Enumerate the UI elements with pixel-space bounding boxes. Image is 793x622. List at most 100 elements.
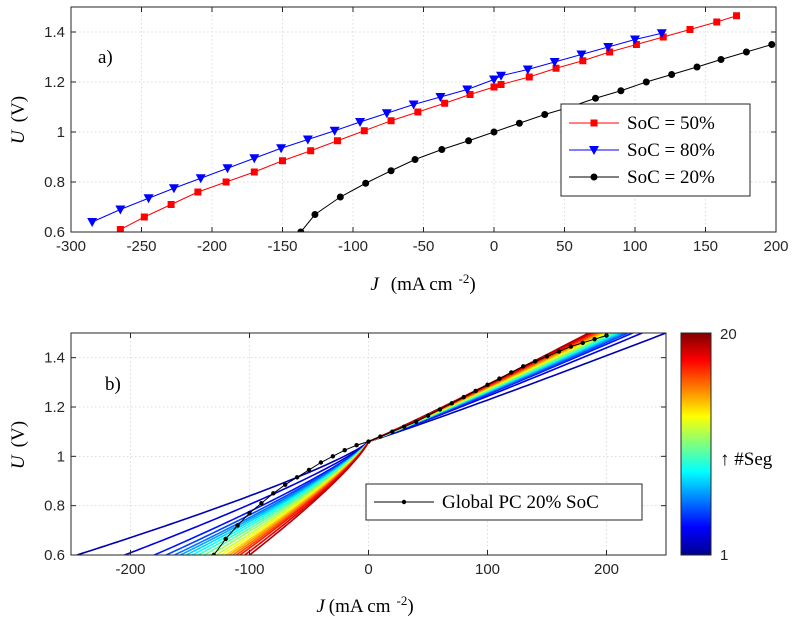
y-axis-unit-b: (V) xyxy=(8,421,29,447)
x-axis-symbol-a: J xyxy=(370,274,380,295)
x-axis-label-a: J (mA cm -2) xyxy=(370,271,475,295)
legend-marker xyxy=(589,146,599,155)
segment-curve-2 xyxy=(124,333,643,555)
data-point xyxy=(355,118,366,127)
data-point xyxy=(592,94,600,102)
y-tick-label: 1 xyxy=(57,124,65,141)
y-tick-label: 0.8 xyxy=(44,498,65,515)
data-point xyxy=(656,29,667,39)
data-point xyxy=(515,119,523,127)
x-axis-close-a: ) xyxy=(469,274,475,295)
reference-point xyxy=(556,349,562,354)
reference-point xyxy=(247,510,252,516)
y-axis-symbol-a: U xyxy=(8,129,29,144)
data-point xyxy=(329,126,340,136)
data-point xyxy=(552,64,560,72)
data-point xyxy=(411,156,419,163)
data-point xyxy=(115,205,126,215)
data-point xyxy=(630,35,640,45)
y-axis-label-b: U (V) xyxy=(8,421,29,469)
x-tick-label: 0 xyxy=(364,561,372,578)
x-axis-unit-b: (mA cm xyxy=(329,596,391,617)
x-axis-close-b: ) xyxy=(407,596,413,617)
legend-marker xyxy=(401,499,407,505)
data-point xyxy=(381,109,392,119)
data-point xyxy=(279,157,286,165)
x-tick-label: 100 xyxy=(622,238,647,255)
reference-point xyxy=(580,340,585,346)
y-tick-label: 1 xyxy=(57,448,65,465)
x-tick-label: -300 xyxy=(56,238,86,255)
data-point xyxy=(617,87,625,95)
panel-label-a: a) xyxy=(98,47,113,68)
data-point xyxy=(462,85,473,95)
y-tick-label: 1.2 xyxy=(44,399,65,416)
x-tick-label: 100 xyxy=(475,561,500,578)
data-point xyxy=(522,65,533,75)
legend-a: SoC = 50% SoC = 80% SoC = 20% xyxy=(560,103,751,197)
data-point xyxy=(490,83,498,91)
reference-point xyxy=(235,523,240,528)
colorbar-gradient xyxy=(680,332,712,556)
y-tick-label: 1.4 xyxy=(44,350,65,367)
colorbar-label: ↑ #Seg xyxy=(720,449,773,470)
data-point xyxy=(408,100,419,110)
segment-curve-1 xyxy=(76,333,666,555)
data-point xyxy=(576,50,587,60)
data-point xyxy=(222,178,230,186)
legend-b: Global PC 20% SoC xyxy=(365,483,643,521)
legend-marker xyxy=(590,173,598,181)
legend-marker xyxy=(590,119,598,127)
data-point xyxy=(307,147,315,155)
x-tick-label: 0 xyxy=(490,238,498,255)
x-tick-label: 200 xyxy=(594,561,619,578)
data-point xyxy=(414,108,422,116)
reference-point xyxy=(259,501,264,506)
reference-point xyxy=(497,376,502,381)
reference-point xyxy=(402,424,407,429)
reference-point xyxy=(532,359,538,364)
data-point xyxy=(249,154,260,164)
x-tick-label: -100 xyxy=(234,561,264,578)
data-point xyxy=(466,91,474,98)
reference-point xyxy=(413,419,419,424)
data-point xyxy=(297,228,305,232)
reference-point xyxy=(509,370,514,375)
legend-entry-2: SoC = 80% xyxy=(627,140,715,161)
data-point xyxy=(686,26,694,33)
reference-point xyxy=(449,401,454,406)
legend-entry-3: SoC = 20% xyxy=(627,167,715,188)
data-point xyxy=(222,164,233,174)
data-point xyxy=(438,146,446,153)
reference-point xyxy=(473,388,478,394)
data-point xyxy=(140,213,148,221)
data-point xyxy=(490,128,498,136)
reference-point xyxy=(271,491,276,496)
y-axis-label-a: U (V) xyxy=(8,96,29,144)
x-tick-label: 50 xyxy=(556,238,573,255)
data-point xyxy=(733,12,741,20)
data-point xyxy=(302,135,313,145)
data-point xyxy=(333,137,341,145)
x-axis-exponent-b: -2 xyxy=(397,593,408,608)
segment-curve-4 xyxy=(165,333,629,555)
data-point xyxy=(143,194,154,204)
data-point xyxy=(362,179,370,187)
data-point xyxy=(87,218,98,227)
x-tick-label: -150 xyxy=(267,238,297,255)
legend-entry-reference: Global PC 20% SoC xyxy=(442,492,599,513)
reference-point xyxy=(485,382,490,387)
reference-point xyxy=(366,439,371,444)
reference-point xyxy=(294,475,300,480)
data-point xyxy=(387,167,395,175)
reference-point xyxy=(211,552,216,555)
reference-point xyxy=(306,467,312,473)
data-point xyxy=(713,18,721,26)
data-point xyxy=(194,188,202,196)
data-point xyxy=(549,58,560,67)
data-point xyxy=(642,78,650,86)
y-tick-label: 1.4 xyxy=(44,24,65,41)
data-point xyxy=(360,127,368,135)
reference-point xyxy=(437,407,443,412)
